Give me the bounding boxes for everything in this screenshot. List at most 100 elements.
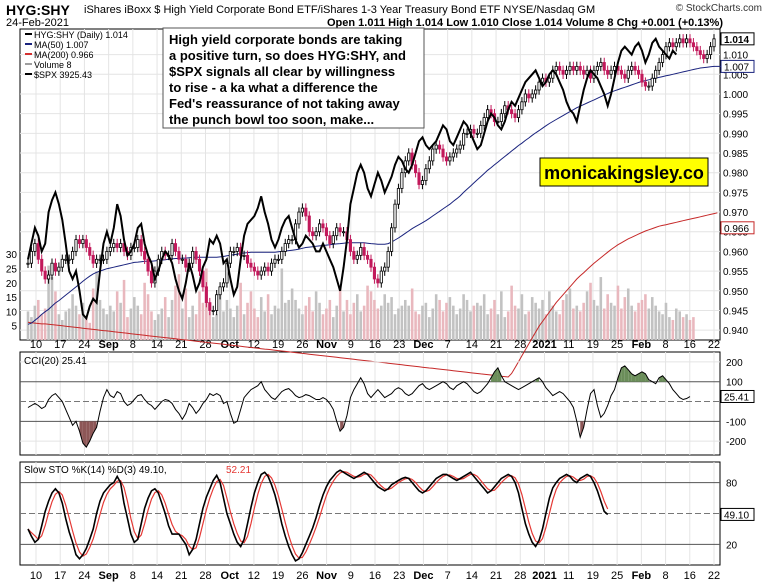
volume-bar bbox=[50, 277, 54, 340]
volume-tick-label: 25 bbox=[6, 264, 18, 275]
volume-bar bbox=[400, 305, 404, 340]
candle-body bbox=[324, 227, 328, 237]
candle-body bbox=[564, 69, 569, 75]
candle-body bbox=[657, 62, 661, 71]
volume-bar bbox=[644, 294, 647, 340]
candle-body bbox=[115, 243, 119, 248]
candle-body bbox=[136, 239, 140, 248]
candle-body bbox=[173, 243, 178, 252]
volume-bar bbox=[30, 317, 33, 340]
volume-bar bbox=[211, 317, 215, 340]
candle-body bbox=[26, 262, 30, 265]
candle-body bbox=[451, 152, 455, 158]
legend-label: Volume 8 bbox=[34, 60, 72, 70]
candle-body bbox=[369, 258, 373, 268]
candle-body bbox=[101, 258, 106, 261]
candle-body bbox=[599, 62, 603, 67]
volume-tick-label: 10 bbox=[6, 307, 18, 318]
candle-body bbox=[191, 251, 195, 264]
volume-bar bbox=[548, 291, 551, 340]
volume-bar bbox=[472, 305, 476, 340]
candle-body bbox=[530, 93, 534, 99]
x-tick-label-bottom: 28 bbox=[514, 570, 526, 582]
volume-bar bbox=[239, 282, 242, 340]
volume-bar bbox=[112, 311, 116, 340]
candle-body bbox=[84, 239, 88, 248]
x-tick-label: 17 bbox=[54, 339, 66, 351]
volume-bar bbox=[146, 294, 150, 340]
candle-body bbox=[71, 251, 75, 260]
volume-bar bbox=[194, 314, 198, 340]
x-tick-label-bottom: 16 bbox=[369, 570, 381, 582]
volume-bar bbox=[139, 314, 143, 340]
candle-body bbox=[177, 251, 181, 260]
volume-bar bbox=[613, 305, 616, 340]
sto-value-tag bbox=[720, 507, 755, 521]
watermark-box bbox=[539, 157, 709, 187]
volume-bar bbox=[191, 305, 194, 340]
volume-bar bbox=[366, 285, 369, 340]
cci-oversold-fill bbox=[79, 421, 83, 444]
volume-bar bbox=[500, 291, 503, 340]
volume-bar bbox=[187, 317, 191, 340]
candle-body bbox=[105, 251, 109, 260]
candle-body bbox=[81, 239, 85, 244]
volume-bar bbox=[616, 285, 620, 340]
candle-body bbox=[359, 247, 363, 256]
x-tick-label-bottom: 22 bbox=[708, 570, 720, 582]
volume-bar bbox=[253, 308, 256, 340]
volume-bar bbox=[599, 277, 603, 340]
sto-k-line bbox=[27, 469, 609, 563]
volume-bar bbox=[393, 314, 397, 340]
candle-body bbox=[606, 69, 610, 75]
volume-bar bbox=[304, 305, 308, 340]
volume-bar bbox=[465, 299, 469, 340]
volume-bar bbox=[163, 297, 167, 340]
volume-bar bbox=[105, 314, 109, 340]
candle-body bbox=[479, 125, 483, 134]
candle-body bbox=[390, 227, 394, 252]
volume-bar bbox=[692, 317, 695, 340]
annotation-text: Fed's reassurance of not taking away bbox=[169, 96, 400, 111]
volume-bar bbox=[407, 305, 411, 340]
price-tick-label: 0.990 bbox=[723, 129, 748, 140]
candle-body bbox=[383, 266, 387, 272]
candle-body bbox=[88, 247, 92, 256]
volume-bar bbox=[678, 311, 681, 340]
candle-body bbox=[252, 266, 256, 272]
volume-bar bbox=[640, 299, 644, 340]
stockcharts-credit[interactable]: © StockCharts.com bbox=[675, 3, 762, 14]
volume-tick-label: 5 bbox=[11, 322, 17, 333]
candle-body bbox=[379, 270, 383, 284]
volume-bar bbox=[321, 314, 325, 340]
volume-bar bbox=[362, 305, 366, 340]
candle-body bbox=[60, 258, 64, 268]
candle-body bbox=[33, 243, 37, 252]
candle-body bbox=[400, 172, 404, 189]
volume-bar bbox=[208, 311, 212, 340]
x-tick-label: 9 bbox=[348, 339, 354, 351]
volume-tick-label: 20 bbox=[6, 279, 18, 290]
candle-body bbox=[695, 46, 699, 52]
volume-bar bbox=[335, 305, 338, 340]
x-tick-label: 22 bbox=[708, 339, 720, 351]
volume-bar bbox=[338, 285, 342, 340]
candle-body bbox=[527, 93, 531, 99]
volume-bar bbox=[561, 299, 565, 340]
ohlc-readout: Open 1.011 High 1.014 Low 1.010 Close 1.… bbox=[327, 17, 723, 29]
price-tick-label: 1.010 bbox=[723, 51, 748, 62]
price-tick-label: 0.985 bbox=[723, 149, 748, 160]
candle-body bbox=[149, 270, 154, 284]
candle-body bbox=[674, 42, 678, 48]
candle-body bbox=[609, 69, 613, 75]
volume-bar bbox=[37, 299, 40, 340]
volume-tick-label: 30 bbox=[6, 250, 18, 261]
x-tick-label: 2021 bbox=[532, 339, 556, 351]
candle-body bbox=[698, 50, 702, 55]
candle-body bbox=[534, 89, 538, 95]
candle-body bbox=[458, 144, 462, 150]
volume-bar bbox=[355, 294, 359, 340]
x-tick-label-bottom: Feb bbox=[632, 570, 652, 582]
candle-body bbox=[482, 117, 486, 126]
volume-bar bbox=[558, 314, 561, 340]
